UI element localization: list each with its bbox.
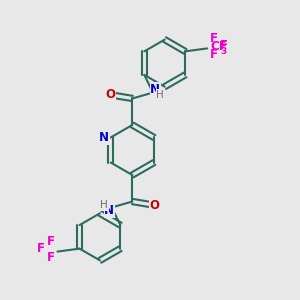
Text: O: O xyxy=(149,200,159,212)
Text: F: F xyxy=(47,251,55,264)
Text: N: N xyxy=(104,205,114,218)
Text: H: H xyxy=(100,200,108,210)
Text: N: N xyxy=(99,131,109,144)
Text: H: H xyxy=(156,90,164,100)
Text: F: F xyxy=(37,242,45,255)
Text: 3: 3 xyxy=(220,47,227,56)
Text: N: N xyxy=(150,82,160,95)
Text: CF: CF xyxy=(210,40,227,53)
Text: F: F xyxy=(219,39,227,52)
Text: F: F xyxy=(210,48,218,61)
Text: F: F xyxy=(210,32,218,45)
Text: F: F xyxy=(47,235,55,248)
Text: O: O xyxy=(105,88,115,100)
